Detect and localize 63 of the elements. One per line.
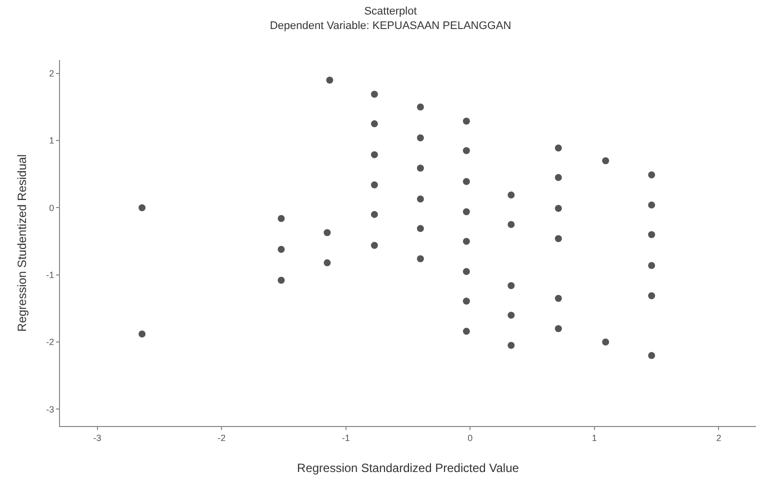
point (416, 104, 424, 111)
chart-subtitle: Dependent Variable: KEPUASAAN PELANGGAN (270, 20, 512, 32)
point (462, 147, 470, 154)
point (602, 338, 610, 346)
point (602, 157, 610, 164)
point (370, 120, 378, 128)
point (462, 178, 470, 186)
point (324, 229, 331, 236)
y-tick-label: -2 (46, 337, 54, 348)
y-tick-label: 0 (49, 202, 54, 213)
point (508, 282, 515, 290)
point (462, 118, 470, 125)
y-tick-label: 1 (49, 136, 54, 146)
y-tick-label: -1 (46, 270, 54, 280)
point (462, 268, 470, 276)
point (462, 238, 470, 245)
x-axis-title: Regression Standardized Predicted Value (297, 461, 520, 475)
point (648, 262, 656, 269)
x-tick-label: 2 (716, 432, 722, 443)
point (326, 76, 334, 84)
point (648, 292, 656, 300)
point (648, 231, 656, 238)
point (554, 325, 562, 332)
point (554, 204, 562, 212)
point (648, 171, 656, 178)
point (462, 298, 470, 305)
x-tick-label: 0 (468, 432, 473, 443)
point (416, 134, 424, 142)
point (648, 352, 656, 359)
point (416, 164, 424, 172)
point (416, 255, 424, 262)
x-tick-label: 1 (592, 432, 597, 443)
point (370, 151, 378, 158)
point (416, 196, 424, 203)
point (554, 174, 562, 182)
x-tick-label: -2 (218, 432, 226, 443)
point (324, 259, 331, 266)
point (278, 276, 285, 284)
point (508, 191, 515, 198)
point (278, 214, 285, 222)
point (508, 342, 515, 349)
point (554, 294, 562, 302)
point (138, 204, 146, 212)
y-tick-label: 2 (49, 68, 54, 79)
point (278, 246, 285, 253)
point (554, 235, 562, 242)
point (370, 210, 378, 218)
chart-title: Scatterplot (364, 6, 417, 18)
point (508, 221, 515, 228)
point (416, 225, 424, 232)
point (370, 90, 378, 98)
point (462, 208, 470, 216)
point (370, 242, 378, 249)
point (508, 312, 515, 319)
x-tick-label: -3 (93, 432, 102, 443)
x-tick-label: -1 (342, 432, 350, 443)
point (554, 144, 562, 152)
point (370, 181, 378, 188)
point (648, 202, 656, 209)
point (138, 330, 146, 338)
point (462, 328, 470, 335)
y-axis-title: Regression Studentized Residual (15, 154, 29, 332)
y-tick-label: -3 (46, 404, 54, 414)
